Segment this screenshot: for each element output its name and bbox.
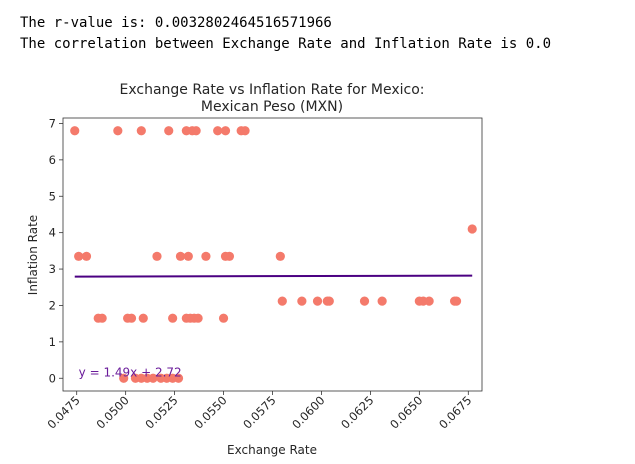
data-point [467, 224, 477, 234]
y-tick-label: 6 [49, 153, 56, 167]
data-points [70, 126, 477, 383]
data-point [220, 126, 231, 136]
x-axis-label: Exchange Rate [227, 443, 317, 457]
x-tick-label: 0.0525 [142, 393, 180, 431]
y-axis-label: Inflation Rate [26, 215, 40, 295]
data-point [377, 296, 387, 306]
data-point [324, 296, 334, 306]
x-tick-label: 0.0600 [289, 393, 327, 431]
data-point [168, 313, 178, 323]
plot-area [62, 117, 483, 392]
data-point [119, 373, 129, 383]
data-point [277, 296, 287, 306]
y-tick-label: 7 [49, 116, 56, 130]
data-point [152, 251, 162, 261]
data-point [136, 126, 146, 136]
data-point [113, 126, 123, 136]
x-tick-label: 0.0575 [240, 393, 278, 431]
data-point [218, 313, 229, 323]
data-point [148, 373, 158, 383]
x-axis: 0.0475 0.0500 0.0525 0.0550 0.0575 0.0600 0.06… [44, 391, 474, 432]
x-tick-label: 0.0550 [191, 393, 229, 431]
data-point [173, 373, 184, 383]
data-point [97, 313, 107, 323]
data-point [359, 296, 370, 306]
x-tick-label: 0.0475 [44, 393, 82, 431]
data-point [297, 296, 307, 306]
y-tick-label: 1 [49, 335, 56, 349]
y-tick-label: 5 [49, 189, 56, 203]
data-point [312, 296, 323, 306]
data-point [224, 251, 235, 261]
chart-title-line-2: Mexican Peso (MXN) [201, 99, 343, 115]
data-point [240, 126, 250, 136]
data-point [70, 126, 80, 136]
y-tick-label: 4 [49, 226, 56, 240]
data-point [424, 296, 434, 306]
data-point [451, 296, 462, 306]
y-tick-label: 2 [49, 298, 56, 312]
data-point [164, 126, 174, 136]
data-point [175, 251, 186, 261]
r-value-line: The r-value is: 0.0032802464516571966 [20, 15, 332, 31]
data-point [193, 313, 203, 323]
chart-title-line-1: Exchange Rate vs Inflation Rate for Mexi… [120, 82, 425, 98]
data-point [275, 251, 285, 261]
y-tick-label: 3 [49, 262, 56, 276]
regression-line [74, 274, 473, 278]
data-point [191, 126, 201, 136]
data-point [81, 251, 92, 261]
data-point [126, 313, 137, 323]
data-point [183, 251, 193, 261]
y-axis: 0 1 2 3 4 5 6 7 [49, 116, 63, 385]
x-tick-label: 0.0675 [436, 393, 474, 431]
correlation-line: The correlation between Exchange Rate an… [20, 36, 552, 52]
x-tick-label: 0.0500 [93, 393, 131, 431]
regression-equation: y = 1.49x + 2.72 [79, 365, 182, 379]
x-tick-label: 0.0625 [338, 393, 376, 431]
data-point [138, 313, 148, 323]
data-point [201, 251, 211, 261]
x-tick-label: 0.0650 [387, 393, 425, 431]
data-point [74, 251, 84, 261]
data-point [213, 126, 223, 136]
y-tick-label: 0 [49, 371, 56, 385]
console-output: The r-value is: 0.0032802464516571966 The… [20, 13, 551, 55]
